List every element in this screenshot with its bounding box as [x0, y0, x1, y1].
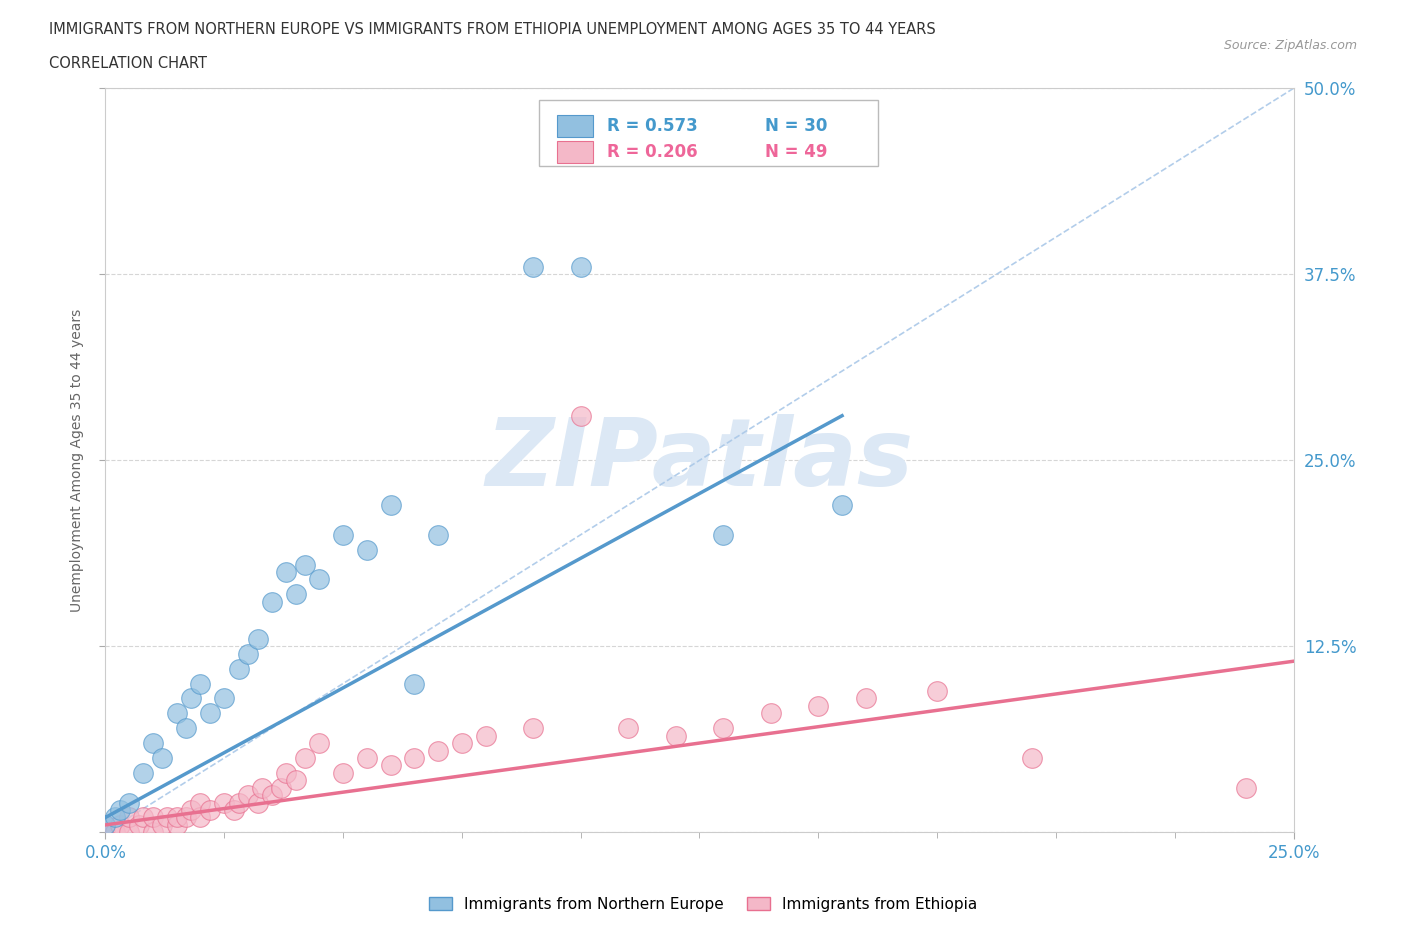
Point: [152, 751, 174, 765]
Point: [252, 780, 274, 795]
Point: [274, 765, 297, 780]
Point: [711, 721, 734, 736]
Point: [118, 825, 141, 840]
Point: [132, 765, 155, 780]
Point: [284, 773, 307, 788]
Point: [522, 259, 544, 274]
Point: [474, 728, 496, 743]
Point: [380, 758, 402, 773]
Bar: [557, 115, 592, 138]
Point: [260, 594, 283, 609]
Y-axis label: Unemployment Among Ages 35 to 44 years: Unemployment Among Ages 35 to 44 years: [70, 309, 84, 612]
Point: [1021, 751, 1043, 765]
Point: [156, 810, 179, 825]
Text: N = 30: N = 30: [765, 117, 827, 135]
Text: CORRELATION CHART: CORRELATION CHART: [49, 56, 207, 71]
Point: [294, 751, 316, 765]
Point: [142, 810, 165, 825]
Point: [190, 676, 212, 691]
Point: [166, 817, 188, 832]
Point: [198, 706, 221, 721]
Text: ZIPatlas: ZIPatlas: [485, 415, 914, 506]
Point: [236, 646, 259, 661]
Point: [94, 825, 117, 840]
Point: [166, 810, 188, 825]
Point: [711, 527, 734, 542]
Point: [190, 810, 212, 825]
Point: [108, 803, 131, 817]
Point: [925, 684, 948, 698]
Point: [180, 691, 202, 706]
FancyBboxPatch shape: [538, 100, 877, 166]
Point: [214, 795, 236, 810]
Bar: [557, 140, 592, 163]
Point: [332, 527, 354, 542]
Point: [356, 542, 378, 557]
Point: [404, 751, 426, 765]
Legend: Immigrants from Northern Europe, Immigrants from Ethiopia: Immigrants from Northern Europe, Immigra…: [423, 890, 983, 918]
Point: [190, 795, 212, 810]
Point: [246, 631, 269, 646]
Point: [294, 557, 316, 572]
Text: R = 0.206: R = 0.206: [607, 142, 697, 161]
Point: [118, 795, 141, 810]
Point: [142, 825, 165, 840]
Point: [665, 728, 688, 743]
Point: [450, 736, 472, 751]
Point: [284, 587, 307, 602]
Point: [332, 765, 354, 780]
Point: [569, 259, 592, 274]
Point: [108, 817, 131, 832]
Point: [427, 527, 450, 542]
Point: [104, 810, 127, 825]
Point: [214, 691, 236, 706]
Point: [855, 691, 877, 706]
Point: [246, 795, 269, 810]
Point: [166, 706, 188, 721]
Point: [142, 736, 165, 751]
Point: [831, 498, 853, 512]
Point: [104, 825, 127, 840]
Point: [128, 817, 150, 832]
Point: [228, 795, 250, 810]
Point: [94, 817, 117, 832]
Point: [180, 803, 202, 817]
Point: [404, 676, 426, 691]
Point: [174, 810, 197, 825]
Point: [236, 788, 259, 803]
Point: [260, 788, 283, 803]
Point: [427, 743, 450, 758]
Point: [617, 721, 640, 736]
Text: IMMIGRANTS FROM NORTHERN EUROPE VS IMMIGRANTS FROM ETHIOPIA UNEMPLOYMENT AMONG A: IMMIGRANTS FROM NORTHERN EUROPE VS IMMIG…: [49, 22, 936, 37]
Point: [569, 408, 592, 423]
Point: [522, 721, 544, 736]
Point: [1234, 780, 1257, 795]
Point: [759, 706, 782, 721]
Point: [270, 780, 292, 795]
Point: [228, 661, 250, 676]
Point: [807, 698, 830, 713]
Point: [174, 721, 197, 736]
Point: [198, 803, 221, 817]
Point: [152, 817, 174, 832]
Text: Source: ZipAtlas.com: Source: ZipAtlas.com: [1223, 39, 1357, 52]
Point: [308, 572, 330, 587]
Point: [222, 803, 245, 817]
Point: [356, 751, 378, 765]
Point: [94, 817, 117, 832]
Point: [132, 810, 155, 825]
Text: R = 0.573: R = 0.573: [607, 117, 697, 135]
Point: [308, 736, 330, 751]
Text: N = 49: N = 49: [765, 142, 827, 161]
Point: [118, 810, 141, 825]
Point: [380, 498, 402, 512]
Point: [274, 565, 297, 579]
